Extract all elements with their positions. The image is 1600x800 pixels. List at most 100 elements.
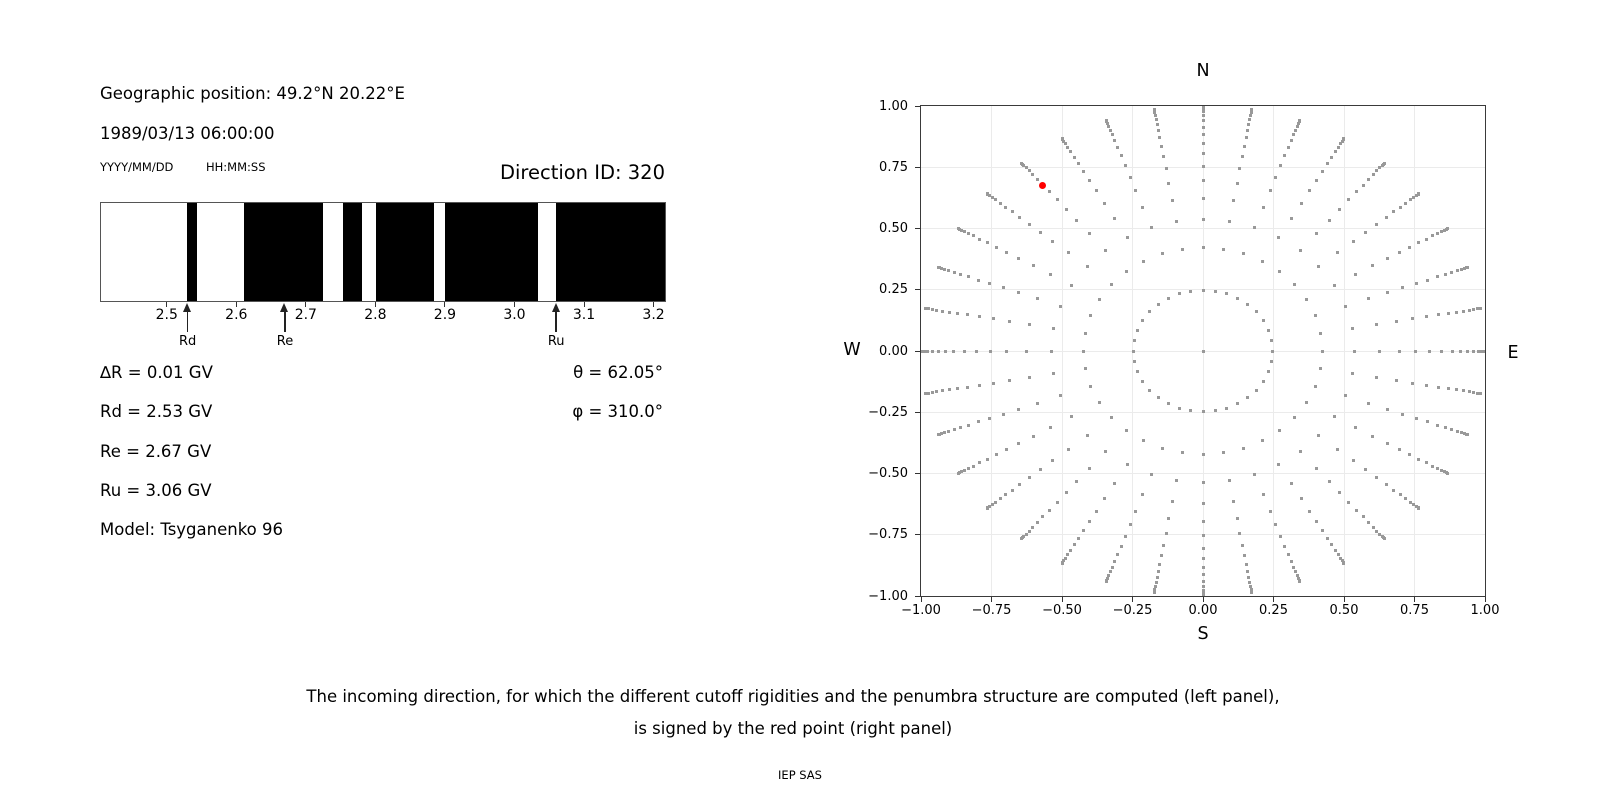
direction-dot <box>1070 283 1074 287</box>
direction-dot <box>1162 543 1166 547</box>
direction-dot <box>1038 468 1042 472</box>
direction-dot <box>1385 441 1389 445</box>
direction-dot <box>1038 230 1042 234</box>
direction-dot <box>1154 117 1158 121</box>
direction-dot <box>991 317 995 321</box>
scatter-y-tick <box>915 534 920 536</box>
direction-dot <box>1166 402 1170 406</box>
direction-dot <box>1116 146 1120 150</box>
direction-dot <box>1201 179 1205 183</box>
direction-dot <box>1113 481 1117 485</box>
param-re: Re = 2.67 GV <box>100 442 212 461</box>
direction-dot <box>1201 573 1205 577</box>
scatter-x-tick <box>1202 597 1204 602</box>
direction-dot <box>1398 493 1402 497</box>
scatter-x-tick-label: −0.75 <box>971 603 1012 618</box>
direction-dot <box>1227 478 1231 482</box>
direction-dot <box>1175 478 1179 482</box>
direction-dot <box>1027 476 1031 480</box>
direction-dot <box>1404 201 1408 205</box>
direction-dot <box>978 315 982 319</box>
scatter-y-tick <box>915 411 920 413</box>
direction-dot <box>1375 529 1379 533</box>
direction-dot <box>1018 482 1022 486</box>
direction-dot <box>1225 292 1229 296</box>
direction-dot <box>1005 349 1009 353</box>
direction-dot <box>972 234 976 238</box>
direction-dot <box>1147 388 1151 392</box>
direction-dot <box>1153 111 1157 115</box>
direction-dot <box>1424 383 1428 387</box>
direction-dot <box>1105 579 1109 583</box>
direction-dot <box>1072 543 1076 547</box>
direction-dot <box>1472 307 1476 311</box>
direction-dot <box>985 506 989 510</box>
direction-dot <box>1394 379 1398 383</box>
direction-dot <box>1392 210 1396 214</box>
direction-dot <box>1382 161 1386 165</box>
gridline-horizontal <box>921 473 1485 474</box>
direction-dot <box>1283 154 1287 158</box>
direction-dot <box>1385 257 1389 261</box>
direction-dot <box>1244 136 1248 140</box>
direction-dot <box>1442 470 1446 474</box>
direction-dot <box>1366 401 1370 405</box>
direction-dot <box>1336 251 1340 255</box>
direction-dot <box>1116 552 1120 556</box>
direction-dot <box>952 349 956 353</box>
direction-dot <box>1227 220 1231 223</box>
direction-dot <box>1104 450 1108 454</box>
direction-dot <box>1242 553 1246 557</box>
direction-dot <box>1072 155 1076 159</box>
direction-scatter-plot <box>920 105 1486 597</box>
direction-dot <box>936 265 940 269</box>
direction-dot <box>1201 152 1205 156</box>
direction-dot <box>1318 331 1322 335</box>
direction-dot <box>1397 349 1401 353</box>
direction-dot <box>1277 235 1281 239</box>
datetime: 1989/03/13 06:00:00 <box>100 124 275 143</box>
direction-dot <box>1062 139 1066 143</box>
direction-dot <box>1463 432 1467 436</box>
direction-dot <box>974 349 978 353</box>
direction-dot <box>1333 548 1337 552</box>
direction-dot <box>1128 175 1132 179</box>
direction-dot <box>936 433 940 437</box>
direction-dot <box>1289 481 1293 485</box>
param-delta-r: ∆R = 0.01 GV <box>100 363 213 382</box>
marker-arrow-line-ru <box>555 311 557 332</box>
direction-dot <box>1123 534 1127 538</box>
direction-id-title: Direction ID: 320 <box>499 161 665 184</box>
scatter-x-tick <box>991 597 992 602</box>
direction-dot <box>1274 175 1278 179</box>
direction-dot <box>1201 245 1205 249</box>
direction-dot <box>1085 264 1089 268</box>
compass-label-north: N <box>1196 61 1210 81</box>
direction-dot <box>1201 480 1205 484</box>
direction-dot <box>1132 360 1136 364</box>
geographic-position: Geographic position: 49.2°N 20.22°E <box>100 84 405 103</box>
direction-dot <box>1066 145 1070 149</box>
direction-dot <box>1443 426 1447 430</box>
direction-dot <box>939 266 943 270</box>
scatter-y-tick-label: 0.25 <box>879 282 908 298</box>
direction-dot <box>1414 193 1418 197</box>
caption-line2: is signed by the red point (right panel) <box>633 719 953 738</box>
direction-dot <box>1156 129 1160 133</box>
direction-dot <box>1052 326 1056 330</box>
direction-dot <box>1343 394 1347 398</box>
direction-dot <box>947 429 951 433</box>
scatter-y-tick-label: 0.75 <box>879 159 908 175</box>
marker-label-ru: Ru <box>547 334 565 349</box>
direction-dot <box>1392 488 1396 492</box>
direction-dot <box>1340 559 1344 563</box>
direction-dot <box>1082 529 1086 533</box>
direction-dot <box>990 503 994 507</box>
direction-dot <box>1268 509 1272 513</box>
direction-dot <box>1113 139 1117 143</box>
direction-dot <box>1017 257 1021 261</box>
direction-dot <box>1028 322 1032 326</box>
direction-dot <box>935 308 938 312</box>
direction-dot <box>985 192 989 196</box>
